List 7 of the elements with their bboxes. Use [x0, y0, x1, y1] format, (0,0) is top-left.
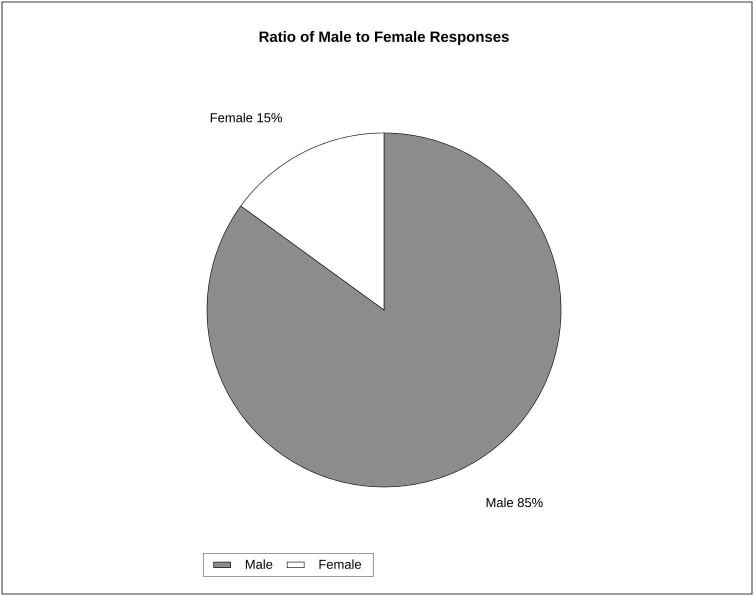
data-label: 85% [518, 498, 543, 508]
slice-label: Male [486, 498, 514, 508]
chart-title: Ratio of Male to Female Responses [260, 31, 509, 45]
legend-label: Male [246, 559, 272, 569]
slice-label: Female [210, 112, 252, 122]
legend-label: Female [319, 559, 362, 569]
data-label: 15% [258, 113, 282, 122]
